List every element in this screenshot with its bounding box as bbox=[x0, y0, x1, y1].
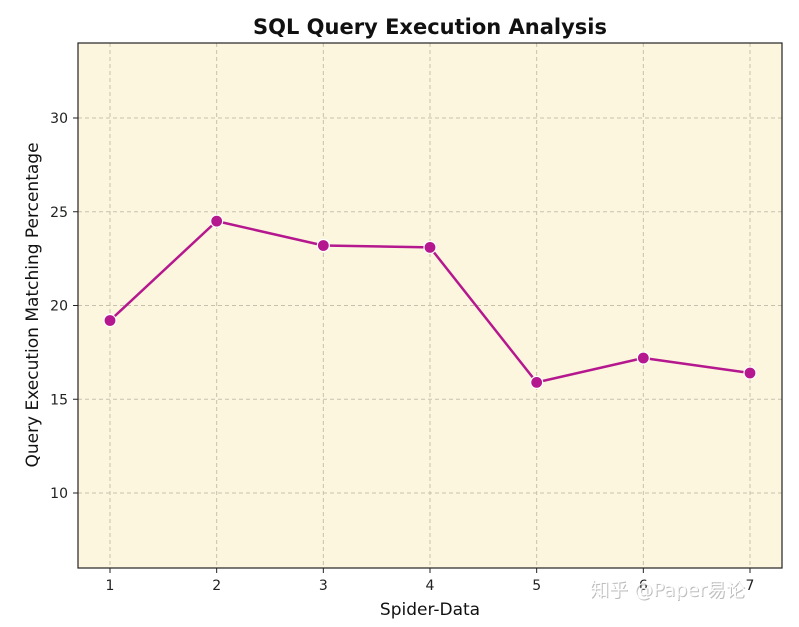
x-tick-label: 4 bbox=[426, 578, 435, 594]
data-point bbox=[316, 238, 330, 253]
data-point bbox=[743, 366, 757, 380]
data-point bbox=[636, 351, 650, 365]
series-group bbox=[103, 214, 757, 389]
x-axis-label: Spider-Data bbox=[380, 600, 480, 620]
y-tick-label: 15 bbox=[50, 392, 68, 408]
data-point bbox=[530, 375, 544, 389]
y-tick-label: 25 bbox=[50, 205, 68, 221]
chart-title: SQL Query Execution Analysis bbox=[253, 15, 607, 39]
x-tick-label: 5 bbox=[532, 578, 541, 594]
x-tick-label: 1 bbox=[106, 578, 115, 594]
grid bbox=[78, 43, 782, 568]
watermark: 知乎 @Paper易论 bbox=[590, 579, 745, 601]
data-point bbox=[423, 240, 437, 254]
y-axis-label: Query Execution Matching Percentage bbox=[23, 142, 43, 467]
y-tick-label: 30 bbox=[50, 111, 68, 127]
axis-ticks: 1 2 3 4 5 6 7 10 15 20 25 30 bbox=[50, 111, 754, 594]
watermark-shadow: 知乎 @Paper易论 bbox=[591, 580, 746, 602]
x-tick-label: 6 bbox=[639, 578, 648, 594]
y-tick-label: 20 bbox=[50, 299, 68, 315]
data-point bbox=[210, 214, 224, 228]
data-point bbox=[103, 313, 117, 328]
x-tick-label: 2 bbox=[212, 578, 221, 594]
x-tick-label: 3 bbox=[319, 578, 328, 594]
x-tick-label: 7 bbox=[746, 578, 755, 594]
y-tick-label: 10 bbox=[50, 486, 68, 502]
